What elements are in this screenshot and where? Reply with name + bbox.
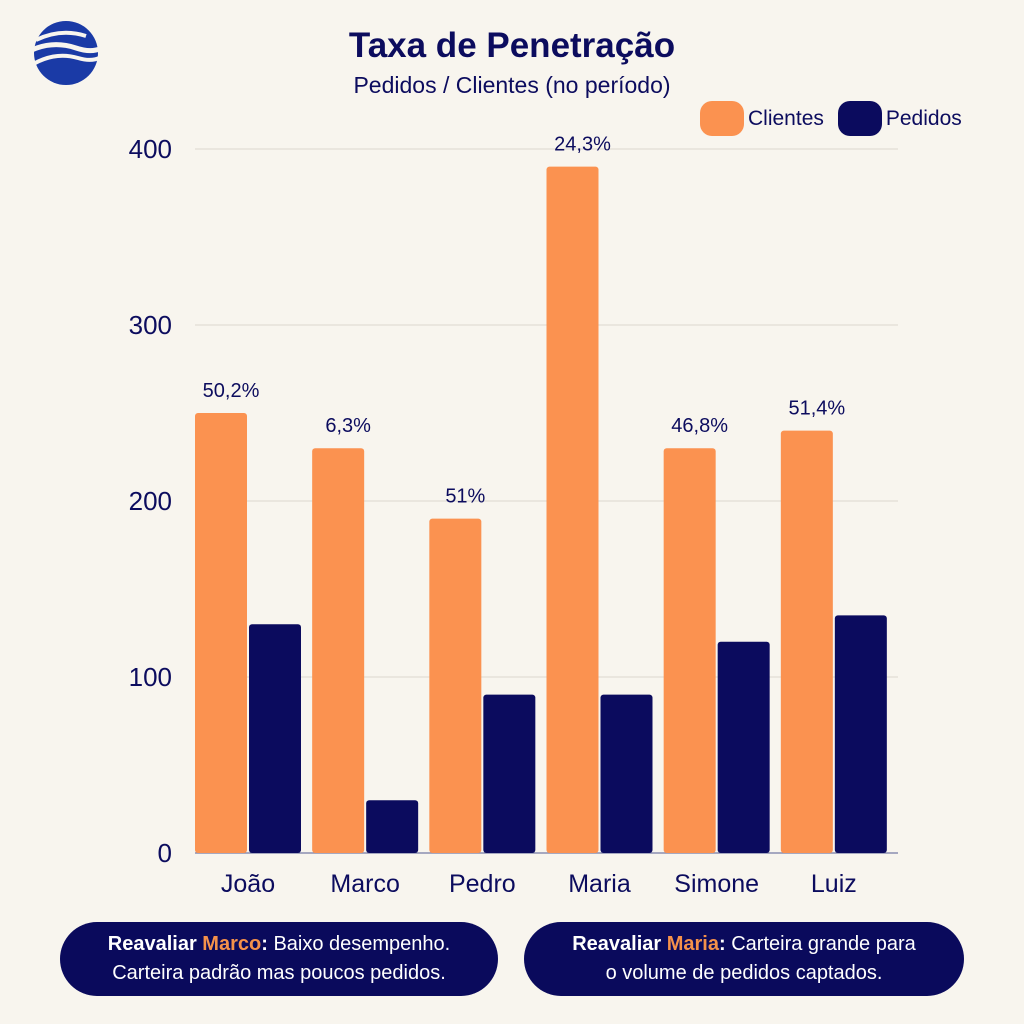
legend-item-clientes: Clientes: [700, 101, 824, 136]
rate-label: 51,4%: [788, 398, 845, 420]
x-tick-label: Maria: [568, 870, 631, 898]
legend-label-pedidos: Pedidos: [885, 106, 962, 130]
rate-label: 6,3%: [325, 415, 371, 437]
bar-clientes-4: [663, 448, 716, 853]
chart-subtitle: Pedidos / Clientes (no período): [353, 72, 671, 98]
x-tick-label: Pedro: [449, 870, 516, 898]
x-tick-label: Simone: [674, 870, 759, 898]
legend-swatch-pedidos: [837, 101, 882, 136]
note-marco-name: Marco: [202, 933, 262, 955]
y-tick-label: 200: [129, 486, 172, 516]
note-maria-text1: Carteira grande para: [731, 933, 916, 955]
note-marco: Reavaliar Marco: Baixo desempenho. Carte…: [60, 922, 498, 996]
x-tick-label: João: [221, 870, 275, 898]
rate-label: 50,2%: [203, 380, 260, 402]
note-marco-colon: :: [261, 933, 268, 955]
rate-label: 46,8%: [671, 415, 728, 437]
bar-clientes-2: [429, 518, 482, 853]
bar-pedidos-4: [717, 641, 770, 853]
legend-label-clientes: Clientes: [748, 106, 824, 130]
bar-clientes-5: [780, 430, 833, 853]
bar-chart: 0 100 200 300 400 50,2% João 6,3% Marco 51% Pedro 2…: [129, 134, 898, 898]
legend-swatch-clientes: [700, 101, 744, 136]
rate-label: 51%: [445, 486, 485, 508]
note-maria: Reavaliar Maria: Carteira grande para o …: [524, 922, 964, 996]
note-maria-name: Maria: [666, 933, 719, 955]
y-tick-label: 400: [129, 134, 172, 164]
note-maria-prefix: Reavaliar: [572, 933, 662, 955]
bar-pedidos-1: [366, 800, 419, 853]
chart-title: Taxa de Penetração: [348, 26, 676, 65]
note-maria-colon: :: [718, 933, 726, 955]
y-tick-label: 100: [129, 662, 172, 692]
bar-clientes-0: [195, 413, 247, 853]
bar-pedidos-0: [249, 624, 301, 853]
bar-pedidos-3: [600, 694, 653, 853]
note-maria-line1: Reavaliar Maria: Carteira grande para: [572, 930, 916, 959]
y-tick-label: 300: [129, 310, 172, 340]
legend-item-pedidos: Pedidos: [837, 101, 962, 136]
note-marco-line2: Carteira padrão mas poucos pedidos.: [112, 962, 446, 984]
x-tick-label: Marco: [330, 870, 399, 898]
legend: Clientes Pedidos: [700, 101, 976, 136]
note-marco-text1: Baixo desempenho.: [273, 933, 451, 955]
bar-clientes-1: [312, 448, 365, 853]
logo-wave-globe-icon: [16, 21, 116, 85]
rate-label: 24,3%: [554, 134, 611, 156]
note-maria-line2: o volume de pedidos captados.: [605, 962, 883, 984]
bar-pedidos-2: [483, 694, 536, 853]
bar-pedidos-5: [834, 615, 887, 853]
note-marco-line1: Reavaliar Marco: Baixo desempenho.: [108, 930, 450, 959]
bar-clientes-3: [546, 166, 599, 854]
x-tick-label: Luiz: [811, 870, 857, 898]
note-marco-prefix: Reavaliar: [107, 933, 197, 955]
y-tick-label: 0: [158, 838, 172, 868]
